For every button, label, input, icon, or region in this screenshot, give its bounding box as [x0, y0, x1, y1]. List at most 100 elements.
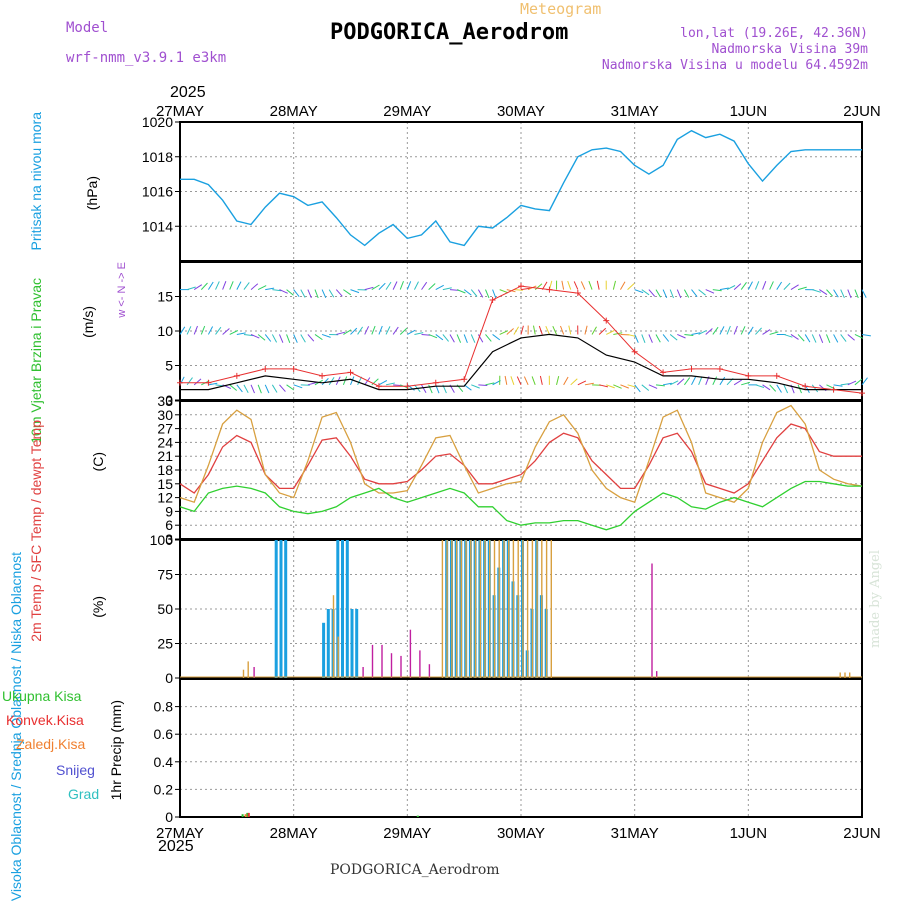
model-label: Model [66, 20, 108, 36]
wind-arrow [393, 282, 397, 290]
wind-gust-marker [433, 380, 439, 386]
cloud-mid-bar [508, 540, 509, 678]
wind-arrow [848, 290, 851, 298]
wind-arrow [265, 385, 269, 393]
wind-gust-marker [461, 376, 467, 382]
wind-arrow [322, 334, 331, 337]
wind-arrow [649, 385, 657, 389]
wind-arrow [358, 327, 363, 335]
wind-arrow [336, 332, 345, 334]
wind-arrow [485, 290, 489, 298]
wind-arrow [748, 327, 753, 335]
date-label-bottom: 1JUN [730, 825, 768, 842]
wind-arrow [500, 331, 508, 335]
wind-arrow [841, 290, 845, 298]
wind-arrow [699, 330, 707, 334]
wind-arrow [649, 290, 655, 297]
wind-arrow [400, 328, 407, 334]
wind-arrow [613, 281, 615, 290]
wind-gust-marker [205, 380, 211, 386]
y-tick-label: 21 [157, 448, 173, 464]
wind-arrow [826, 290, 832, 297]
cloud-low-bar [362, 667, 363, 678]
wind-arrow [208, 282, 213, 290]
wind-arrow [805, 334, 810, 342]
wind-arrow [208, 383, 217, 385]
wind-arrow [400, 281, 403, 289]
wind-arrow [763, 385, 770, 390]
wind-arrow [351, 328, 357, 334]
wind-arrow [471, 385, 479, 388]
model-name: wrf-nmm_v3.9.1 e3km [66, 50, 226, 66]
panel-frame [180, 679, 862, 817]
wind-arrow [372, 379, 379, 385]
wind-arrow [429, 385, 433, 393]
cloud-high-bar [521, 540, 524, 678]
lonlat-label: lon,lat (19.26E, 42.36N) [680, 26, 868, 41]
wind-arrow [365, 326, 369, 334]
y-tick-label: 100 [150, 532, 174, 548]
y-tick-label: 0 [165, 392, 173, 408]
cloud-mid-bar [248, 661, 249, 678]
wind-arrow [713, 327, 718, 334]
wind-arrow [855, 334, 863, 338]
wind-arrow [265, 288, 274, 290]
wind-arrow [741, 282, 746, 289]
cloud-mid-bar [484, 540, 485, 678]
y-tick-label: 0.2 [154, 781, 174, 797]
cloud-mid-bar [503, 540, 504, 678]
cloud-high-bar [327, 609, 330, 678]
cloud-mid-bar [840, 673, 841, 679]
wind-gust-marker [348, 369, 354, 375]
wind-arrow [521, 288, 530, 289]
footer-station: PODGORICA_Aerodrom [330, 862, 500, 878]
wind-arrow [805, 385, 809, 393]
y-tick-label: 30 [157, 407, 173, 423]
wind-arrow [592, 327, 596, 335]
wind-arrow [699, 290, 706, 296]
cloud-low-bar [253, 667, 254, 678]
wind-arrow [230, 385, 237, 391]
cloud-low-bar [651, 564, 652, 679]
wind-arrow [663, 290, 667, 298]
wind-arrow [692, 333, 701, 335]
wind-arrow [436, 285, 444, 289]
wind-arrow [628, 334, 637, 336]
temp-sfc-line [180, 406, 862, 503]
y-tick-label: 1014 [142, 218, 173, 234]
wind-arrow [798, 287, 807, 290]
cloud-high-bar [483, 540, 486, 678]
wind-arrow [287, 385, 294, 390]
wind-arrow [272, 385, 277, 393]
wind-arrow [834, 334, 838, 342]
year-bottom: 2025 [158, 838, 194, 856]
wind-arrow [841, 334, 846, 341]
wind-gust-marker [717, 366, 723, 372]
date-label-top: 31MAY [611, 103, 659, 120]
wind-arrow [589, 281, 592, 290]
wind-arrow [855, 290, 858, 298]
date-label-bottom: 30MAY [497, 825, 545, 842]
wind-arrow [713, 377, 717, 385]
y-tick-label: 27 [157, 421, 173, 437]
wind-arrow [741, 382, 750, 385]
wind-arrow [500, 290, 508, 293]
wind-arrow [414, 282, 418, 290]
wind-arrow [279, 334, 282, 342]
wind-arrow [343, 377, 346, 385]
cloud-low-bar [400, 656, 401, 678]
legend-ukupna-kisa: Ukupna Kisa [2, 688, 81, 704]
wind-arrow [511, 376, 514, 385]
wind-arrow [258, 385, 261, 393]
wind-arrow [244, 334, 253, 335]
wind-arrow [755, 385, 764, 388]
cloud-high-bar [526, 650, 529, 678]
wind-arrow [485, 334, 491, 341]
wind-arrow [663, 334, 669, 341]
wind-arrow [251, 284, 258, 290]
wind-arrow [581, 281, 585, 289]
wind-arrow [258, 334, 265, 340]
wind-arrow [287, 334, 290, 342]
pressure-title: Pritisak na nivou mora [28, 112, 45, 251]
